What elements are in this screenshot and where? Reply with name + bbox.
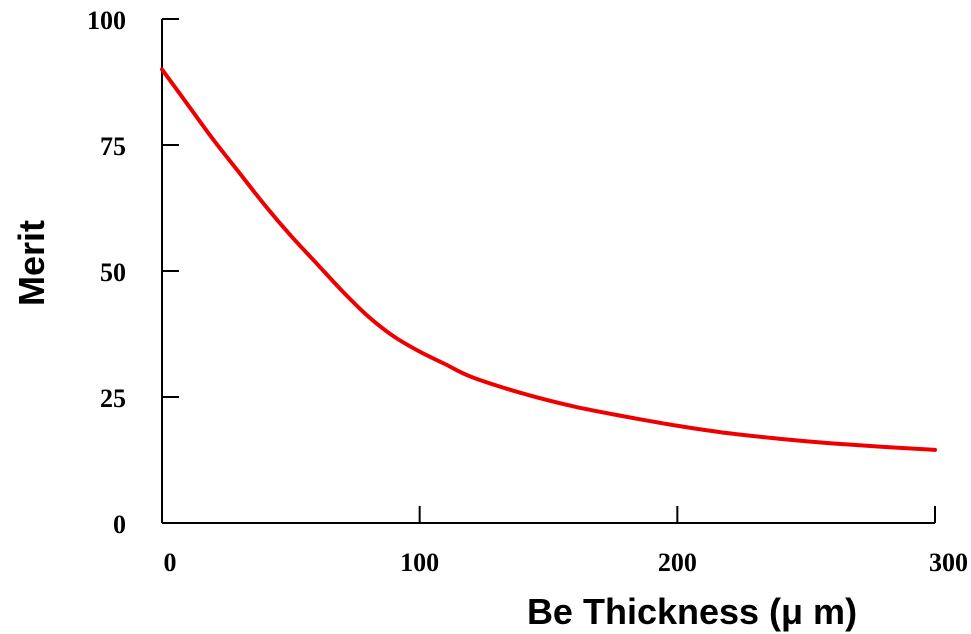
x-tick-label: 0	[164, 548, 177, 577]
y-tick-label: 75	[100, 132, 126, 161]
axes	[161, 19, 935, 524]
x-tick-label: 300	[929, 548, 968, 577]
y-tick-label: 50	[100, 258, 126, 287]
x-tick-label: 200	[658, 548, 697, 577]
y-axis-title: Merit	[11, 220, 52, 306]
x-tick-label: 100	[400, 548, 439, 577]
series-group	[160, 67, 937, 452]
y-tick-label: 25	[100, 384, 126, 413]
y-tick-label: 100	[87, 6, 126, 35]
ticks: 0 25 50 75 100 0 100 200 300	[87, 6, 968, 577]
y-tick-label: 0	[113, 510, 126, 539]
x-axis-title: Be Thickness (μ m)	[527, 591, 857, 632]
merit-curve	[160, 67, 937, 452]
